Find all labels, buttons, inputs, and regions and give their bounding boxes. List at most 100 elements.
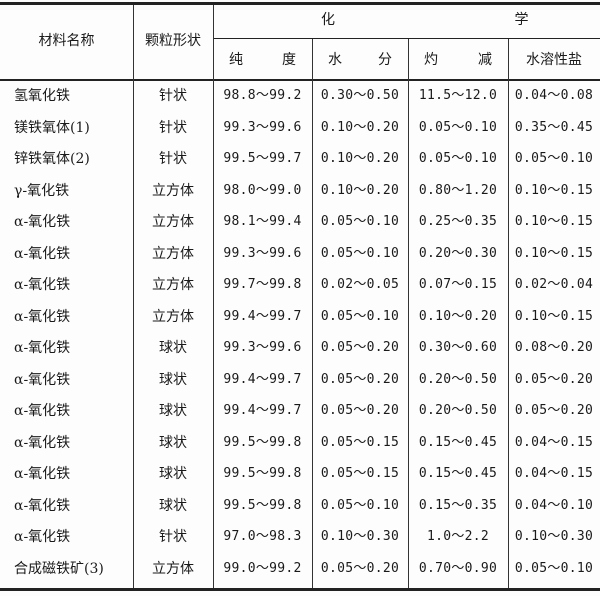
cell-ignition-loss: 0.20～0.50	[418, 403, 498, 418]
cell-ignition-loss: 0.15～0.35	[418, 497, 498, 513]
cell-name: α-氧化铁	[14, 340, 71, 356]
cell-shape: 球状	[159, 371, 187, 388]
divider	[133, 5, 134, 588]
cell-moisture: 0.10～0.20	[320, 182, 400, 198]
header-moisture: 水分	[312, 50, 408, 70]
cell-shape: 球状	[159, 340, 187, 356]
cell-name: α-氧化铁	[14, 497, 71, 514]
header-ignition-loss: 灼减	[408, 50, 508, 70]
group-rule	[213, 38, 600, 39]
cell-purity: 99.0～99.2	[223, 560, 302, 576]
cell-name: 锌铁氧体(2)	[14, 151, 90, 167]
cell-soluble-salt: 0.04～0.15	[514, 466, 594, 481]
cell-moisture: 0.10～0.20	[320, 151, 400, 166]
header-moisture-b: 分	[378, 52, 392, 68]
cell-shape: 立方体	[152, 308, 194, 325]
cell-moisture: 0.05～0.20	[320, 371, 400, 387]
cell-shape: 立方体	[152, 182, 194, 199]
cell-moisture: 0.05～0.10	[320, 308, 400, 324]
cell-shape: 针状	[159, 151, 187, 167]
header-purity-b: 度	[282, 52, 296, 68]
cell-moisture: 0.05～0.15	[320, 434, 400, 450]
top-rule	[0, 2, 600, 5]
cell-purity: 98.8～99.2	[223, 88, 302, 103]
cell-purity: 98.0～99.0	[223, 182, 302, 198]
cell-soluble-salt: 0.35～0.45	[514, 119, 594, 135]
cell-moisture: 0.10～0.30	[320, 529, 400, 544]
cell-name: α-氧化铁	[14, 245, 71, 262]
cell-moisture: 0.05～0.10	[320, 497, 400, 513]
cell-name: α-氧化铁	[14, 529, 71, 545]
cell-purity: 98.1～99.4	[223, 214, 302, 229]
cell-name: 镁铁氧体(1)	[14, 119, 90, 136]
cell-moisture: 0.05～0.20	[320, 403, 400, 418]
cell-shape: 立方体	[152, 277, 194, 293]
cell-purity: 99.4～99.7	[223, 308, 302, 324]
bottom-rule	[0, 588, 600, 591]
cell-purity: 97.0～98.3	[223, 529, 302, 544]
cell-shape: 立方体	[152, 214, 194, 230]
cell-name: α-氧化铁	[14, 214, 71, 230]
cell-ignition-loss: 0.70～0.90	[418, 560, 498, 576]
cell-shape: 立方体	[152, 245, 194, 262]
cell-purity: 99.5～99.8	[223, 497, 302, 513]
cell-soluble-salt: 0.10～0.15	[514, 182, 594, 198]
cell-ignition-loss: 0.80～1.20	[418, 182, 498, 198]
cell-purity: 99.3～99.6	[223, 245, 302, 261]
cell-soluble-salt: 0.05～0.10	[514, 151, 594, 166]
cell-purity: 99.4～99.7	[223, 371, 302, 387]
cell-purity: 99.4～99.7	[223, 403, 302, 418]
divider	[508, 39, 509, 588]
cell-name: α-氧化铁	[14, 308, 71, 325]
cell-moisture: 0.30～0.50	[320, 88, 400, 103]
divider	[213, 5, 214, 588]
header-soluble-salt: 水溶性盐	[526, 52, 582, 68]
cell-moisture: 0.02～0.05	[320, 277, 400, 292]
cell-soluble-salt: 0.08～0.20	[514, 340, 594, 355]
header-purity: 纯度	[213, 50, 312, 70]
cell-moisture: 0.05～0.10	[320, 245, 400, 261]
cell-soluble-salt: 0.10～0.15	[514, 308, 594, 324]
header-name: 材料名称	[38, 33, 95, 49]
cell-purity: 99.5～99.8	[223, 466, 302, 481]
header-shape: 颗粒形状	[145, 33, 201, 49]
cell-purity: 99.3～99.6	[223, 119, 302, 135]
cell-shape: 针状	[159, 88, 187, 104]
cell-moisture: 0.05～0.20	[320, 560, 400, 576]
cell-ignition-loss: 0.30～0.60	[418, 340, 498, 355]
cell-soluble-salt: 0.02～0.04	[514, 277, 594, 292]
cell-shape: 球状	[159, 434, 187, 451]
cell-name: γ-氧化铁	[14, 182, 70, 199]
header-moisture-a: 水	[328, 52, 342, 68]
cell-ignition-loss: 0.25～0.35	[418, 214, 498, 229]
cell-shape: 球状	[159, 497, 187, 514]
cell-soluble-salt: 0.04～0.15	[514, 434, 594, 450]
cell-ignition-loss: 0.20～0.50	[418, 371, 498, 387]
header-group-left: 化	[321, 12, 335, 28]
cell-soluble-salt: 0.05～0.20	[514, 371, 594, 387]
cell-soluble-salt: 0.10～0.30	[514, 529, 594, 544]
header-purity-a: 纯	[229, 52, 243, 68]
cell-moisture: 0.05～0.15	[320, 466, 400, 481]
cell-name: α-氧化铁	[14, 371, 71, 388]
cell-soluble-salt: 0.05～0.10	[514, 560, 594, 576]
cell-soluble-salt: 0.10～0.15	[514, 245, 594, 261]
cell-ignition-loss: 0.07～0.15	[418, 277, 498, 292]
cell-ignition-loss: 1.0～2.2	[426, 529, 490, 544]
divider	[408, 39, 409, 588]
cell-ignition-loss: 0.05～0.10	[418, 151, 498, 166]
cell-name: α-氧化铁	[14, 277, 71, 293]
cell-ignition-loss: 11.5～12.0	[418, 88, 498, 103]
header-ignition-b: 减	[478, 52, 492, 68]
cell-shape: 球状	[159, 403, 187, 419]
cell-ignition-loss: 0.15～0.45	[418, 466, 498, 481]
cell-ignition-loss: 0.10～0.20	[418, 308, 498, 324]
cell-soluble-salt: 0.10～0.15	[514, 214, 594, 229]
cell-name: 合成磁铁矿(3)	[14, 560, 104, 577]
cell-purity: 99.5～99.7	[223, 151, 302, 166]
cell-shape: 针状	[159, 529, 187, 545]
cell-name: α-氧化铁	[14, 434, 71, 451]
cell-purity: 99.7～99.8	[223, 277, 302, 292]
cell-shape: 球状	[159, 466, 187, 482]
